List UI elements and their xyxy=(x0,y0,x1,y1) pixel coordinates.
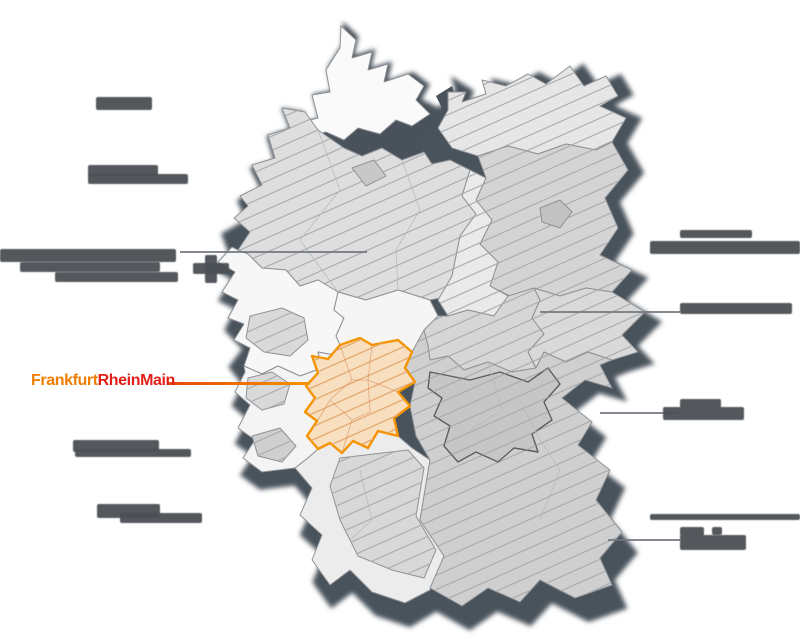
label-left-paragraph xyxy=(55,272,178,282)
map-region[interactable] xyxy=(301,25,431,141)
map-district-lines xyxy=(299,129,561,541)
label-left-2 xyxy=(88,165,158,176)
label-top-left xyxy=(96,97,152,110)
label-left-3 xyxy=(75,449,191,457)
label-left-paragraph xyxy=(0,249,176,262)
highlight-leader-line xyxy=(168,382,310,385)
label-right-2 xyxy=(680,303,792,314)
label-left-paragraph xyxy=(20,262,160,272)
label-right-1 xyxy=(680,230,752,238)
label-right-3 xyxy=(663,407,744,420)
label-right-1 xyxy=(650,241,800,254)
leader-line xyxy=(180,251,367,253)
label-right-4 xyxy=(712,527,722,535)
label-right-4 xyxy=(680,527,704,536)
highlight-district-lines xyxy=(317,344,399,454)
label-right-4 xyxy=(650,514,800,520)
region-frankfurt-rheinmain[interactable] xyxy=(303,336,417,455)
label-right-3 xyxy=(680,399,721,408)
leader-line xyxy=(600,412,678,414)
leader-line xyxy=(540,311,680,313)
label-right-4 xyxy=(680,535,746,550)
label-left-4 xyxy=(120,513,202,523)
label-left-2 xyxy=(88,174,188,184)
label-map-west xyxy=(193,263,229,274)
region-label-frankfurt-rheinmain[interactable]: FrankfurtRheinMain xyxy=(31,372,175,390)
leader-line xyxy=(608,539,680,541)
region-label-part2: RheinMain xyxy=(97,372,176,389)
region-label-part1: Frankfurt xyxy=(31,372,98,389)
